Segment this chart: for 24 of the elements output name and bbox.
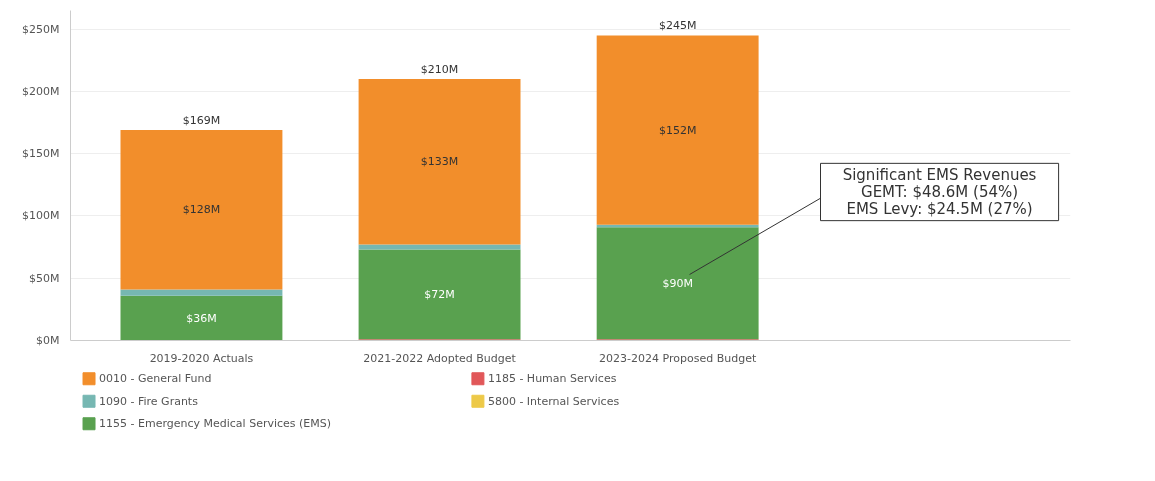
y-tick-label: $50M [29,271,60,285]
data-label: $128M [182,203,221,217]
total-label: $169M [182,114,221,128]
legend-label: 5800 - Internal Services [487,394,620,408]
data-label: $72M [424,287,455,301]
x-tick-label: 2023-2024 Proposed Budget [599,351,757,365]
x-tick-label: 2021-2022 Adopted Budget [363,351,517,365]
legend-label: 0010 - General Fund [99,372,212,386]
data-label: $36M [186,311,217,325]
y-tick-label: $250M [22,22,60,36]
x-tick-label: 2019-2020 Actuals [149,351,254,365]
y-tick-label: $200M [22,84,60,98]
data-label: $133M [420,155,459,169]
legend-label: 1185 - Human Services [487,372,617,386]
data-label: $152M [658,123,697,137]
text: Significant EMS Revenues GEMT: $48.6M (54%) EMS Levy: $24.5M (27%) [842,165,1037,219]
total-label: $210M [420,62,459,76]
legend-label: 1155 - Emergency Medical Services (EMS) [99,417,332,431]
y-tick-label: $0M [36,334,60,347]
y-tick-label: $150M [22,147,60,161]
legend-label: 1090 - Fire Grants [99,394,199,408]
total-label: $245M [658,19,697,33]
y-tick-label: $100M [22,209,60,223]
data-label: $90M [662,276,693,290]
